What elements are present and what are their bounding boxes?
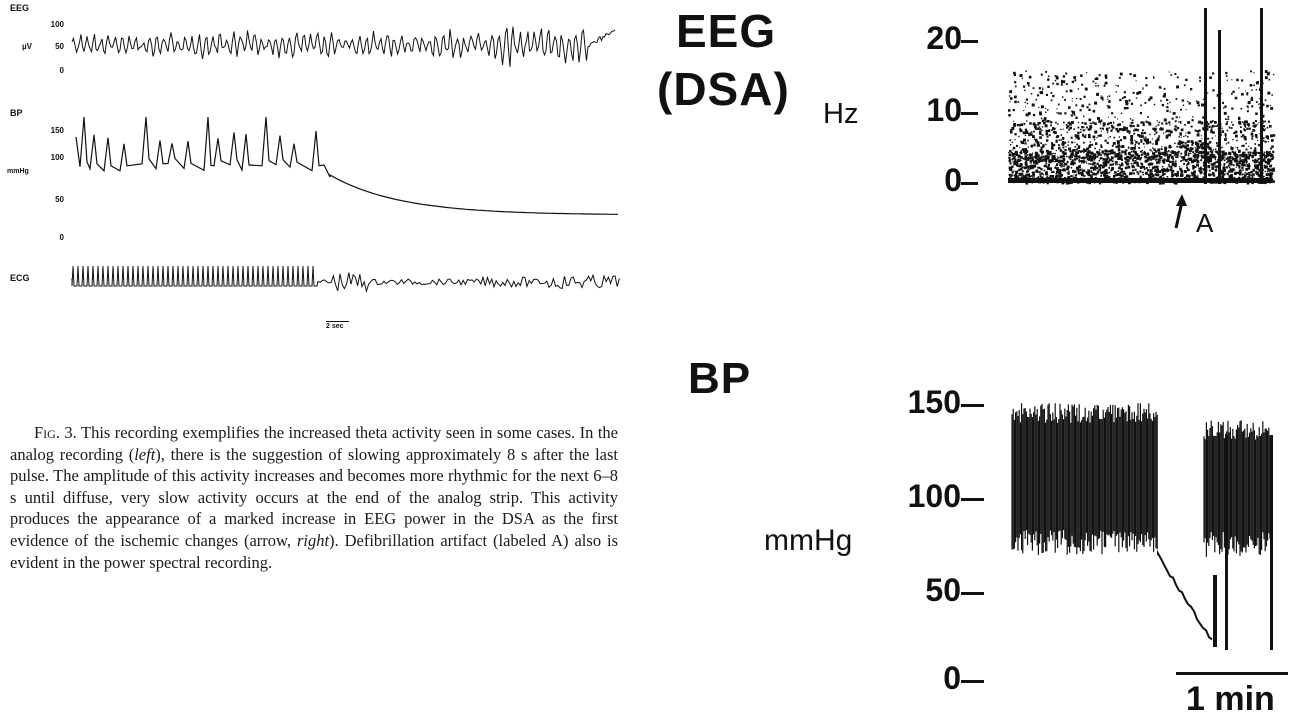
eeg-analog-trace (71, 26, 616, 67)
dsa-tick-0: 0 (944, 162, 962, 198)
bp-trend-tick-50: 50 (925, 572, 961, 608)
bp-unit-label: mmHg (7, 168, 29, 175)
ecg-trace-label: ECG (10, 273, 30, 283)
eeg-trace-label: EEG (10, 3, 30, 13)
bp-trace-label: BP (10, 108, 23, 118)
dsa-unit-label: Hz (823, 98, 859, 130)
bp-tick-50: 50 (55, 195, 64, 204)
bp-trend-tick-mark-50 (961, 592, 984, 595)
bp-trend-tick-mark-150 (961, 404, 984, 407)
bp-trend-tick-0: 0 (943, 660, 961, 696)
defibrillation-marker-label: A (1196, 208, 1214, 238)
dsa-tick-10: 10 (926, 92, 962, 128)
caption-left-word: left (134, 444, 156, 464)
caption-text-part2: ), there is the suggestion of slowing ap… (10, 444, 618, 550)
eeg-tick-100: 100 (50, 20, 64, 29)
dsa-title-line2: (DSA) (657, 63, 790, 115)
bp-tick-100: 100 (50, 153, 64, 162)
bp-tick-150: 150 (50, 126, 64, 135)
caption-text-part3: ). Defibrillation artifact (labeled A) a… (10, 530, 619, 572)
caption-right-word: right (296, 530, 330, 550)
bp-trend-scale-bar-label: 1 min (1186, 680, 1275, 718)
bp-trend-unit-label: mmHg (764, 524, 853, 557)
figure-label: Fig. 3. (34, 423, 77, 442)
bp-trend-title: BP (688, 354, 752, 403)
dsa-tick-mark-10 (961, 112, 978, 115)
bp-trend-tick-mark-100 (961, 498, 984, 501)
bp-trend-tick-150: 150 (907, 384, 961, 420)
dsa-title-line1: EEG (676, 5, 777, 57)
eeg-tick-0: 0 (59, 66, 64, 75)
bp-trend-tick-100: 100 (907, 478, 961, 514)
analog-scale-bar-label: 2 sec (326, 323, 344, 330)
eeg-unit-label: µV (22, 42, 32, 51)
analog-scale-bar (326, 321, 349, 322)
dsa-tick-mark-0 (961, 182, 978, 185)
bp-analog-trace (75, 116, 618, 215)
caption-text-part1: This recording exemplifies the increased… (10, 423, 618, 464)
bp-tick-0: 0 (59, 233, 64, 242)
ischemia-arrow-icon (1174, 194, 1187, 229)
eeg-tick-50: 50 (55, 42, 64, 51)
figure-caption: Fig. 3. This recording exemplifies the i… (10, 422, 618, 573)
dsa-spectral-array (1008, 8, 1276, 185)
bp-trend-tick-mark-0 (961, 680, 984, 683)
dsa-tick-20: 20 (926, 20, 962, 56)
ecg-analog-trace (71, 265, 620, 293)
bp-trend-trace (1011, 403, 1273, 650)
dsa-tick-mark-20 (961, 40, 978, 43)
bp-trend-scale-bar (1176, 672, 1288, 675)
